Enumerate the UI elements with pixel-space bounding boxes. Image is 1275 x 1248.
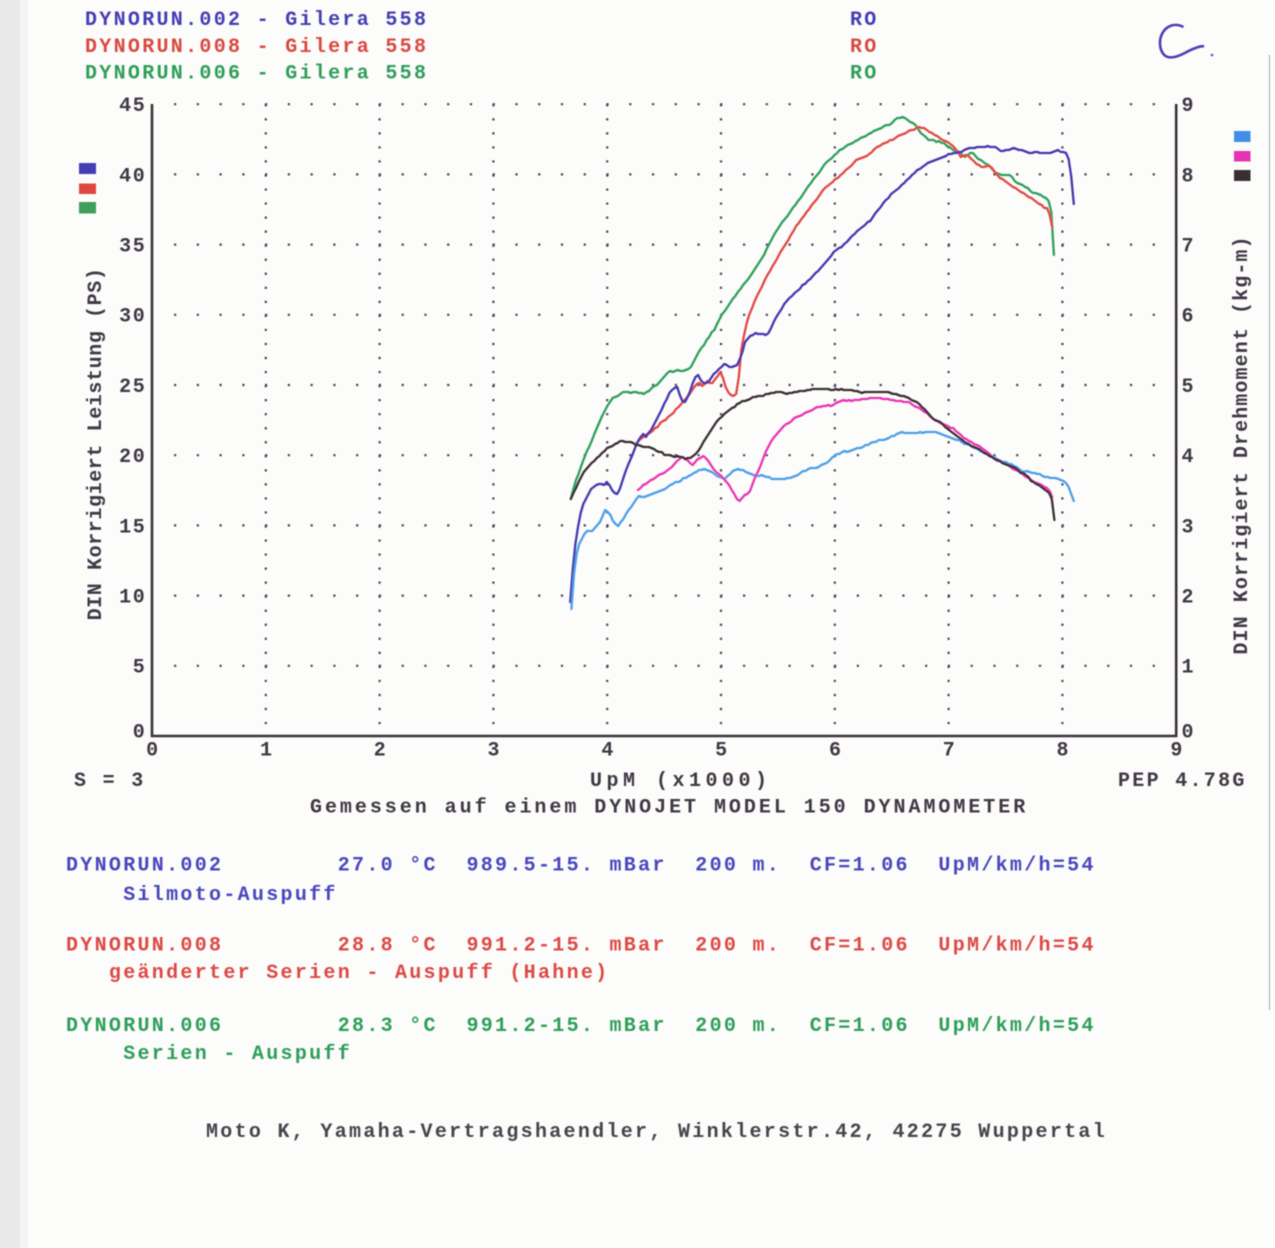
svg-text:40: 40 [119, 165, 146, 188]
svg-text:DYNORUN.008 28.8 °C 99: DYNORUN.008 28.8 °C 991.2-15. mBar 200 m… [66, 935, 1096, 958]
svg-text:0: 0 [146, 740, 160, 763]
svg-text:3: 3 [488, 740, 502, 763]
svg-text:PEP 4.78G: PEP 4.78G [1118, 770, 1247, 793]
svg-text:RO: RO [850, 36, 879, 59]
svg-text:S = 3: S = 3 [74, 770, 146, 793]
svg-text:DYNORUN.002 27.0 °C 98: DYNORUN.002 27.0 °C 989.5-15. mBar 200 m… [66, 855, 1096, 878]
svg-text:DIN Korrigiert Leistung (PS): DIN Korrigiert Leistung (PS) [85, 268, 108, 621]
svg-text:DIN Korrigiert Drehmoment (kg-: DIN Korrigiert Drehmoment (kg-m) [1231, 235, 1254, 654]
svg-text:30: 30 [119, 306, 146, 329]
svg-text:DYNORUN.006 28.3 °C 99: DYNORUN.006 28.3 °C 991.2-15. mBar 200 m… [66, 1015, 1096, 1038]
svg-text:8: 8 [1182, 165, 1196, 188]
svg-text:5: 5 [133, 657, 147, 680]
svg-text:0: 0 [133, 722, 147, 745]
svg-text:9: 9 [1182, 95, 1196, 118]
svg-text:20: 20 [119, 446, 146, 469]
svg-text:Silmoto-Auspuff: Silmoto-Auspuff [66, 884, 338, 907]
svg-text:DYNORUN.006 - Gilera 558: DYNORUN.006 - Gilera 558 [85, 63, 428, 86]
svg-text:7: 7 [1182, 236, 1196, 259]
svg-text:35: 35 [119, 236, 146, 259]
svg-text:8: 8 [1057, 740, 1071, 763]
svg-text:geänderter Serien - Auspuff (H: geänderter Serien - Auspuff (Hahne) [66, 962, 609, 985]
svg-text:DYNORUN.002 - Gilera 558: DYNORUN.002 - Gilera 558 [85, 9, 428, 32]
svg-text:4: 4 [1182, 446, 1196, 469]
svg-text:DYNORUN.008 - Gilera 558: DYNORUN.008 - Gilera 558 [85, 36, 428, 59]
svg-text:1: 1 [260, 740, 274, 763]
svg-text:1: 1 [1182, 657, 1196, 680]
svg-text:Moto K, Yamaha-Vertragshaendle: Moto K, Yamaha-Vertragshaendler, Winkler… [206, 1121, 1107, 1144]
svg-text:0: 0 [1182, 722, 1196, 745]
svg-text:15: 15 [119, 516, 146, 539]
svg-text:6: 6 [829, 740, 843, 763]
svg-text:3: 3 [1182, 516, 1196, 539]
svg-text:UpM (x1000): UpM (x1000) [590, 770, 772, 793]
svg-text:6: 6 [1182, 306, 1196, 329]
svg-text:2: 2 [1182, 587, 1196, 610]
svg-text:RO: RO [850, 63, 879, 86]
svg-text:Serien - Auspuff: Serien - Auspuff [66, 1043, 352, 1066]
svg-text:Gemessen auf einem DYNOJET MOD: Gemessen auf einem DYNOJET MODEL 150 DYN… [310, 797, 1028, 820]
svg-text:10: 10 [119, 587, 146, 610]
svg-text:RO: RO [850, 9, 879, 32]
svg-text:7: 7 [943, 740, 957, 763]
svg-text:4: 4 [601, 740, 615, 763]
svg-text:5: 5 [1182, 376, 1196, 399]
svg-text:5: 5 [715, 740, 729, 763]
svg-text:45: 45 [119, 95, 146, 118]
svg-text:9: 9 [1170, 740, 1184, 763]
svg-text:25: 25 [119, 376, 146, 399]
svg-text:2: 2 [374, 740, 388, 763]
